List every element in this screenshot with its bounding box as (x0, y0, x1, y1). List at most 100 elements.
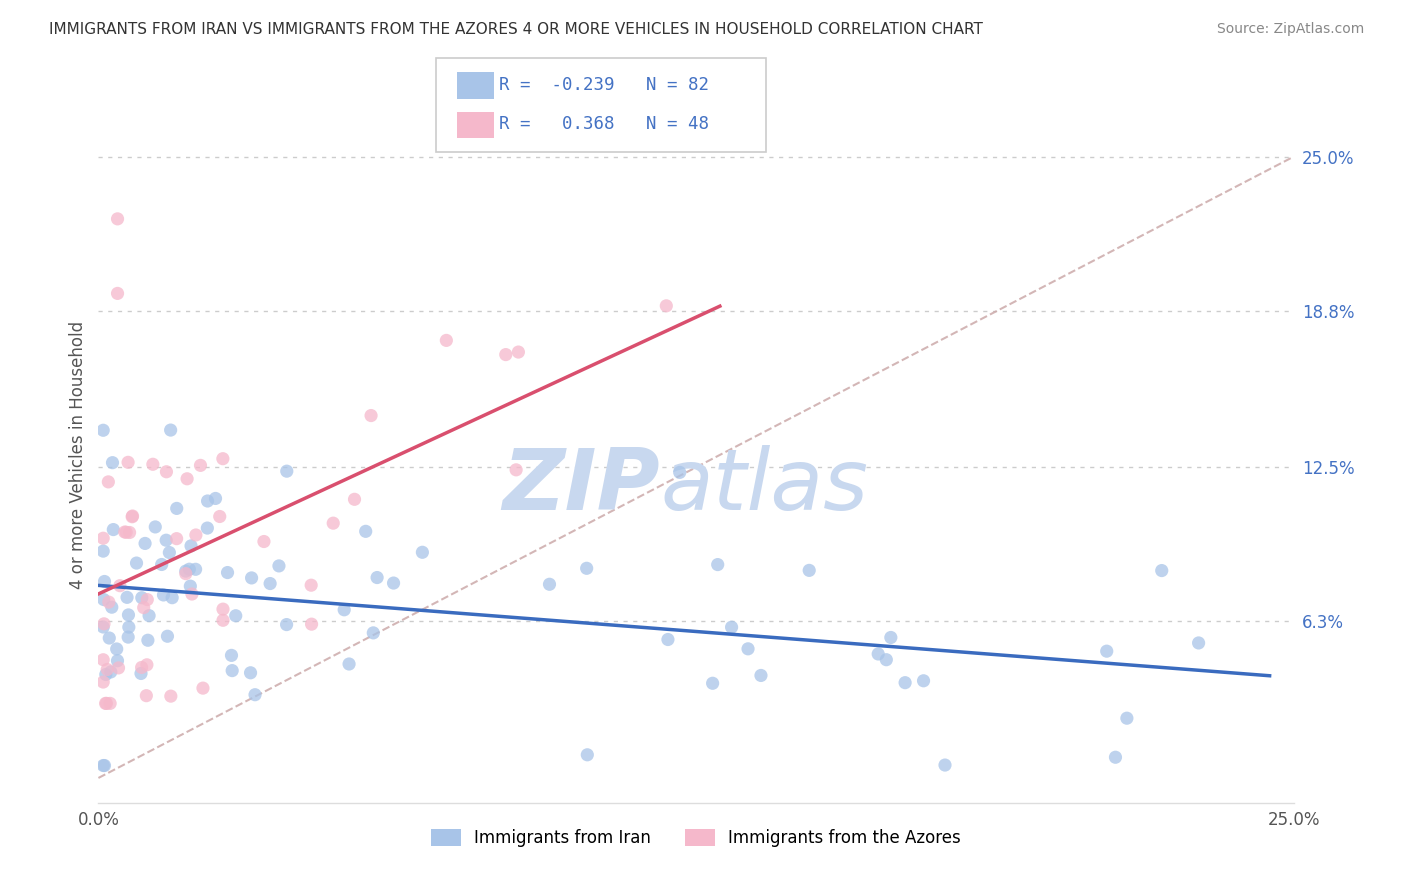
Point (135, 689, 157, 703)
Point (100, 665, 122, 679)
Point (155, 533, 177, 548)
Text: IMMIGRANTS FROM IRAN VS IMMIGRANTS FROM THE AZORES 4 OR MORE VEHICLES IN HOUSEHO: IMMIGRANTS FROM IRAN VS IMMIGRANTS FROM … (49, 22, 983, 37)
Point (934, 758, 956, 772)
Point (155, 465, 177, 479)
Point (382, 576, 405, 591)
Point (208, 509, 231, 524)
Point (505, 463, 527, 477)
Point (894, 675, 917, 690)
Point (176, 472, 198, 486)
Point (93, 574, 115, 589)
Point (166, 501, 188, 516)
Point (105, 642, 128, 657)
Point (91, 653, 114, 667)
Point (434, 334, 457, 348)
Point (121, 508, 143, 523)
Point (576, 747, 599, 762)
Point (181, 587, 204, 601)
Point (702, 676, 724, 690)
Point (131, 660, 153, 674)
Point (156, 629, 179, 643)
Point (97, 475, 120, 489)
Point (1095, 644, 1118, 658)
Point (337, 657, 360, 671)
Point (91, 544, 114, 558)
Point (118, 525, 141, 540)
Point (180, 539, 202, 553)
Point (136, 633, 159, 648)
Point (1115, 711, 1137, 725)
Text: R =   0.368   N = 48: R = 0.368 N = 48 (499, 115, 709, 133)
Point (668, 466, 690, 480)
Point (1104, 750, 1126, 764)
Point (136, 592, 159, 607)
Legend: Immigrants from Iran, Immigrants from the Azores: Immigrants from Iran, Immigrants from th… (425, 822, 967, 854)
Point (243, 688, 266, 702)
Point (142, 457, 165, 471)
Point (93, 758, 115, 772)
Point (114, 524, 136, 539)
Point (655, 299, 678, 313)
Point (101, 600, 124, 615)
Point (184, 562, 207, 576)
Text: Source: ZipAtlas.com: Source: ZipAtlas.com (1216, 22, 1364, 37)
Point (103, 523, 125, 537)
Point (107, 286, 129, 301)
Point (98, 697, 121, 711)
Point (737, 641, 759, 656)
Point (343, 492, 366, 507)
Point (135, 657, 157, 672)
Point (96, 663, 118, 677)
Point (799, 563, 821, 577)
Point (132, 600, 155, 615)
Point (301, 617, 323, 632)
Point (276, 464, 298, 478)
Text: ZIP: ZIP (502, 445, 661, 528)
Point (190, 458, 212, 473)
Text: atlas: atlas (661, 445, 868, 528)
Point (174, 566, 197, 581)
Point (115, 591, 138, 605)
Point (508, 345, 530, 359)
Point (125, 556, 148, 570)
Point (118, 620, 141, 634)
Point (93, 592, 115, 607)
Point (117, 630, 139, 644)
Point (360, 409, 382, 423)
Point (97, 595, 120, 609)
Point (1150, 564, 1173, 578)
Point (212, 613, 235, 627)
Point (875, 653, 897, 667)
Point (160, 591, 183, 605)
Point (197, 494, 219, 508)
Point (131, 591, 153, 605)
Point (366, 570, 388, 584)
Point (94, 697, 117, 711)
Point (166, 532, 188, 546)
Point (117, 455, 139, 469)
Point (107, 654, 129, 668)
Point (134, 536, 156, 550)
Point (240, 571, 263, 585)
Point (96, 697, 118, 711)
Point (138, 608, 160, 623)
Point (749, 668, 772, 682)
Point (495, 348, 517, 362)
Point (299, 578, 322, 592)
Point (159, 423, 181, 437)
Y-axis label: 4 or more Vehicles in Household: 4 or more Vehicles in Household (69, 321, 87, 589)
Point (91, 531, 114, 545)
Point (868, 647, 890, 661)
Point (212, 602, 235, 616)
Point (239, 665, 262, 680)
Point (94, 667, 117, 681)
Point (107, 661, 129, 675)
Point (221, 664, 243, 678)
Point (1187, 636, 1209, 650)
Point (912, 673, 935, 688)
Point (152, 588, 174, 602)
Point (217, 566, 239, 580)
Point (276, 617, 298, 632)
Point (107, 211, 129, 226)
Point (157, 545, 180, 559)
